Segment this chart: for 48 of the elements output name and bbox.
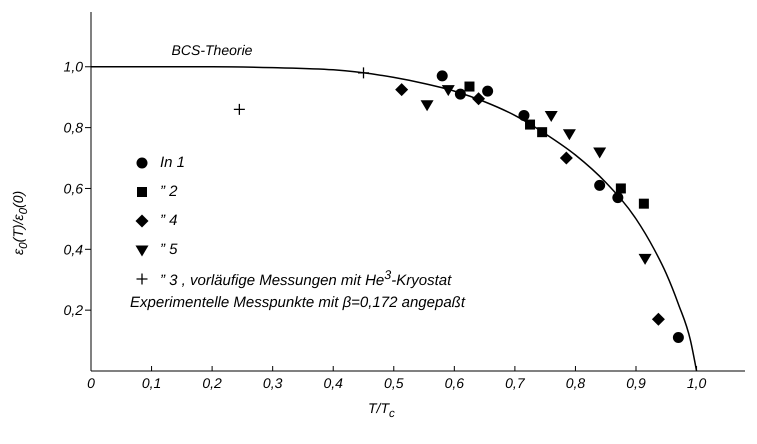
x-tick-label: 0,6	[444, 374, 464, 391]
legend-label: ” 4	[160, 212, 178, 229]
x-tick-label: 0,1	[142, 374, 162, 391]
annotation: Experimentelle Messpunkte mit β=0,172 angepaßt	[130, 294, 466, 311]
point	[518, 110, 530, 121]
x-tick-label: 0,7	[505, 374, 526, 391]
point	[357, 66, 370, 79]
point	[436, 70, 448, 82]
point	[594, 180, 606, 191]
y-tick-label: 0,2	[64, 302, 84, 318]
point	[472, 92, 486, 106]
x-tick-label: 0,9	[626, 374, 646, 391]
legend-label: ” 2	[160, 183, 178, 200]
point	[454, 88, 466, 100]
point	[616, 183, 626, 194]
point	[652, 312, 665, 326]
point	[593, 147, 606, 158]
point	[638, 198, 649, 209]
y-tick-label: 1,0	[64, 58, 84, 75]
point	[638, 254, 652, 265]
series-label: BCS-Theorie	[172, 42, 253, 58]
x-tick-label: 0,8	[566, 374, 586, 391]
point	[612, 192, 624, 204]
x-tick-label: 0	[87, 374, 96, 391]
x-tick-label: 0,4	[323, 374, 344, 391]
legend-label: ” 3 , vorläufige Messungen mit He$^{3}$-Kryostat	[160, 268, 452, 289]
point	[525, 120, 536, 130]
point	[395, 83, 408, 96]
point	[442, 85, 455, 96]
y-tick-label: 0,8	[64, 120, 84, 136]
y-tick-label: 0,4	[64, 241, 84, 258]
point	[672, 332, 684, 344]
x-tick-label: 1,0	[686, 374, 706, 391]
point	[482, 86, 494, 97]
point	[537, 127, 548, 138]
point	[562, 129, 576, 140]
x-tick-label: 0,3	[262, 374, 283, 391]
x-tick-label: 0,2	[202, 374, 222, 391]
x-tick-label: 0,5	[384, 374, 404, 391]
point	[420, 100, 434, 112]
legend-label: ” 5	[160, 241, 178, 258]
legend-label: In 1	[160, 154, 186, 171]
point	[464, 82, 474, 92]
x-axis-title: T/T$_{c}$	[368, 400, 395, 420]
point	[560, 152, 573, 165]
y-tick-label: 0,6	[64, 180, 84, 196]
point	[233, 103, 246, 116]
point	[544, 110, 558, 122]
